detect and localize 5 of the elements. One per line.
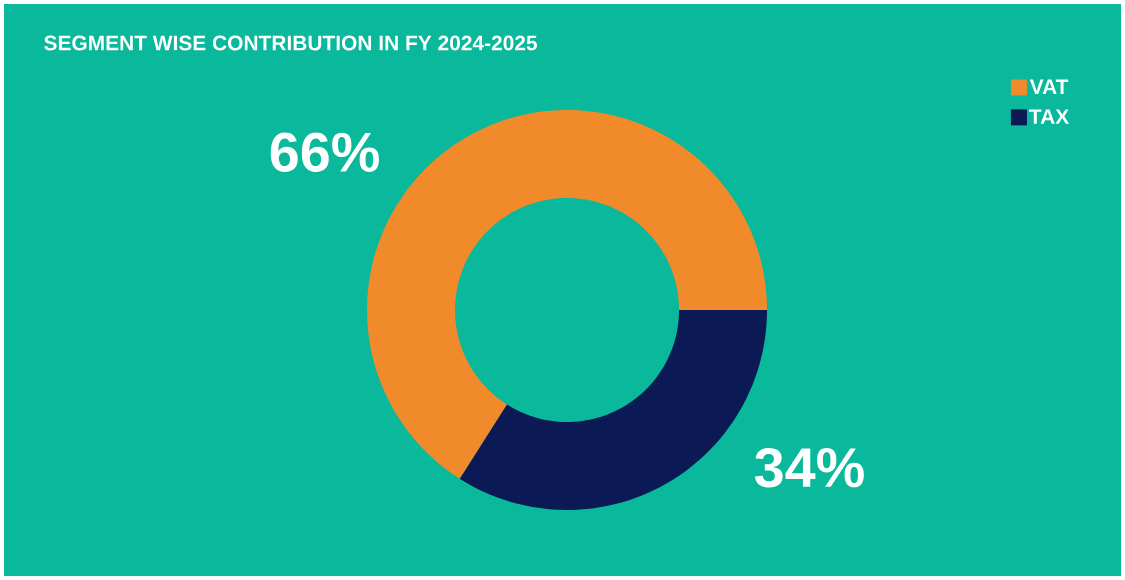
legend-label: VAT [1029, 79, 1069, 94]
data-label: 66% [270, 132, 379, 173]
chart-title: SEGMENT WISE CONTRIBUTION IN FY 2024-2025 [44, 35, 537, 51]
legend-label: TAX [1029, 109, 1070, 124]
data-label: 34% [754, 447, 864, 488]
